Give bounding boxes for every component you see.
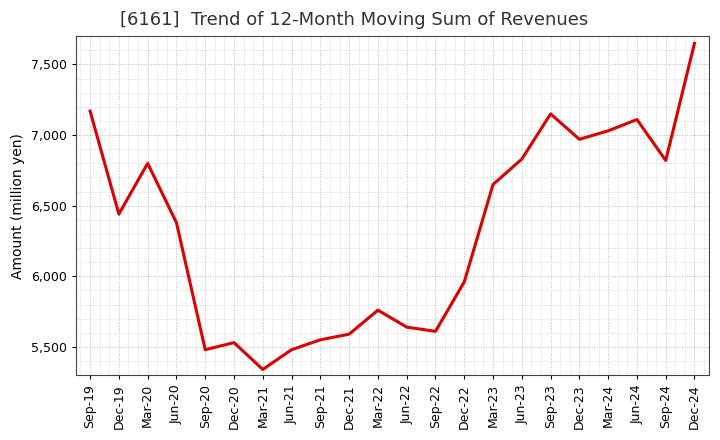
Text: [6161]  Trend of 12-Month Moving Sum of Revenues: [6161] Trend of 12-Month Moving Sum of R… [120,11,588,29]
Y-axis label: Amount (million yen): Amount (million yen) [11,133,25,279]
